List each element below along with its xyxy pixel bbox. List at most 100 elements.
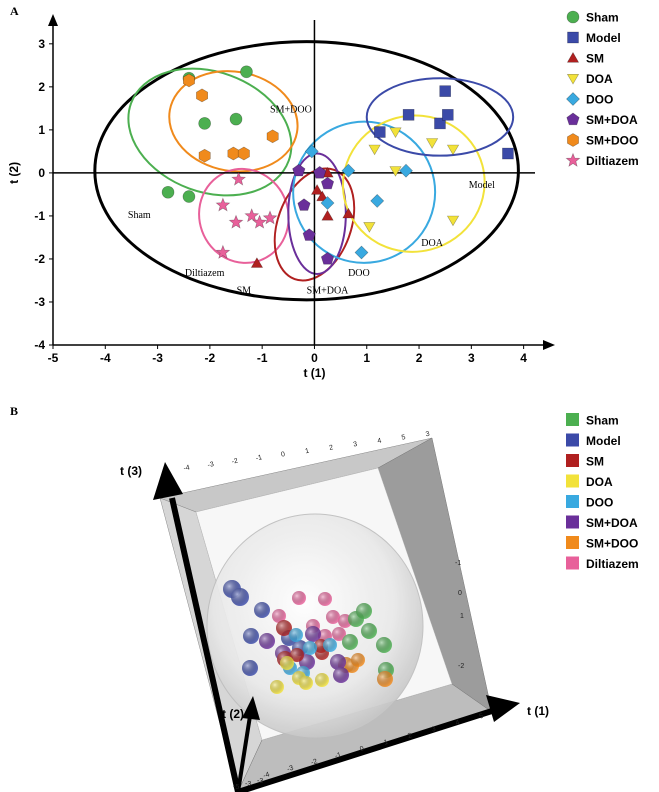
tick-label-corner: -3 xyxy=(245,781,251,788)
point-sm xyxy=(342,207,355,219)
tick-label-corner: -3 xyxy=(257,778,263,785)
x-axis-label: t (1) xyxy=(303,366,325,380)
point-diltiazem xyxy=(252,214,267,229)
ellipse-doa xyxy=(342,114,486,253)
point-diltiazem xyxy=(262,210,278,225)
group-label-doa: DOA xyxy=(421,238,443,249)
point-model xyxy=(442,109,454,121)
ball-highlight xyxy=(259,633,275,649)
x-axis-line xyxy=(237,707,496,792)
tick-label-corner: -5 xyxy=(233,784,239,791)
ball-highlight xyxy=(326,610,340,624)
ball-highlight xyxy=(377,671,393,687)
group-label-doo: DOO xyxy=(348,268,370,279)
panel-label-a: A xyxy=(10,4,19,18)
tick-label-bottom: 4 xyxy=(455,719,461,727)
tick-label-top: 0 xyxy=(280,451,285,459)
ball-highlight xyxy=(242,660,258,676)
ellipse-sm xyxy=(273,167,356,282)
x-axis-arrow xyxy=(543,340,555,350)
tick-label-top: 3 xyxy=(425,431,430,439)
legend-marker-sm xyxy=(566,51,580,63)
x-tick-label: -4 xyxy=(100,351,111,365)
point-doo xyxy=(320,196,335,210)
point-sm xyxy=(321,209,334,221)
point-sm-doa xyxy=(302,228,316,241)
legend-label-sham: Sham xyxy=(586,11,619,25)
y-tick-label: 2 xyxy=(38,80,45,94)
y-tick-label: -1 xyxy=(34,209,45,223)
ball-highlight xyxy=(333,667,349,683)
ball-highlight xyxy=(243,628,259,644)
tick-label-bottom: 5 xyxy=(479,713,485,721)
legend-swatch-doa xyxy=(566,474,579,488)
point-doa xyxy=(368,144,381,156)
legend-swatch-sm xyxy=(566,454,579,467)
panel-label-b: B xyxy=(10,404,19,418)
point-diltiazem xyxy=(228,214,244,229)
ball-highlight xyxy=(292,591,306,605)
point-doa xyxy=(363,222,376,233)
ball-highlight xyxy=(231,588,249,606)
legend-label-sm-doa: SM+DOA xyxy=(586,516,638,530)
ball-highlight xyxy=(270,680,284,694)
tick-label-top: -3 xyxy=(207,461,215,469)
point-sham xyxy=(182,190,196,203)
ball-highlight xyxy=(323,638,337,652)
point-doa xyxy=(425,138,439,149)
point-model xyxy=(439,85,451,97)
y-tick-label: -4 xyxy=(34,338,45,352)
tick-label-bottom: 3 xyxy=(431,726,437,734)
tick-label-bottom: -2 xyxy=(310,758,318,767)
legend-label-sm-doo: SM+DOO xyxy=(586,537,638,551)
legend-label-doo: DOO xyxy=(586,93,613,107)
ball-highlight xyxy=(303,641,317,655)
tick-label-right: -1 xyxy=(455,560,461,567)
legend-label-diltiazem: Diltiazem xyxy=(586,557,639,571)
ball-highlight xyxy=(299,676,313,690)
tick-label-bottom: 0 xyxy=(359,745,365,753)
group-label-diltiazem: Diltiazem xyxy=(185,268,225,279)
legend-swatch-sm-doo xyxy=(566,536,579,549)
ball-highlight xyxy=(305,626,321,642)
legend-label-model: Model xyxy=(586,31,621,45)
point-doo xyxy=(370,193,385,208)
legend-label-sm-doo: SM+DOO xyxy=(586,134,638,148)
y-tick-label: 0 xyxy=(38,166,45,180)
legend-swatch-sm-doa xyxy=(566,515,579,529)
legend-marker-sham xyxy=(566,10,580,24)
point-sham xyxy=(161,185,175,199)
legend-swatch-diltiazem xyxy=(566,556,579,570)
tick-label-bottom: -1 xyxy=(334,752,342,761)
x-tick-label: 1 xyxy=(363,351,370,365)
group-label-model: Model xyxy=(469,180,495,191)
point-diltiazem xyxy=(244,208,260,223)
ellipse-diltiazem xyxy=(198,167,290,264)
ball-highlight xyxy=(280,656,294,670)
score-plot-3d: t (3)t (1)t (2) -4 -3 -2 -1 0 1 2 3 4 5 3-101-2-4-… xyxy=(120,413,639,792)
x-axis-label: t (1) xyxy=(527,704,549,718)
y-tick-label: -3 xyxy=(34,295,45,309)
tick-label-top: 2 xyxy=(329,444,334,452)
x-tick-label: 3 xyxy=(468,351,475,365)
z-axis-label: t (3) xyxy=(120,464,142,478)
y-axis-label: t (2) xyxy=(7,162,21,184)
tick-label-top: 4 xyxy=(377,437,382,445)
y-axis-arrow xyxy=(48,14,58,26)
legend-swatch-sham xyxy=(566,413,579,426)
point-doa xyxy=(446,215,460,227)
ball-highlight xyxy=(289,628,303,642)
z-axis-arrow xyxy=(153,462,183,500)
legend-swatch-doo xyxy=(566,495,579,508)
group-label-sm-doa: SM+DOA xyxy=(307,285,350,296)
group-label-sm: SM xyxy=(237,285,252,296)
legend-label-doa: DOA xyxy=(586,475,613,489)
tick-label-top: 5 xyxy=(401,434,406,442)
legend-label-doa: DOA xyxy=(586,72,613,86)
point-sm-doa xyxy=(320,176,335,190)
ball-highlight xyxy=(351,653,365,667)
ball-highlight xyxy=(356,603,372,619)
group-label-sham: Sham xyxy=(128,210,151,221)
point-sm xyxy=(310,183,324,195)
